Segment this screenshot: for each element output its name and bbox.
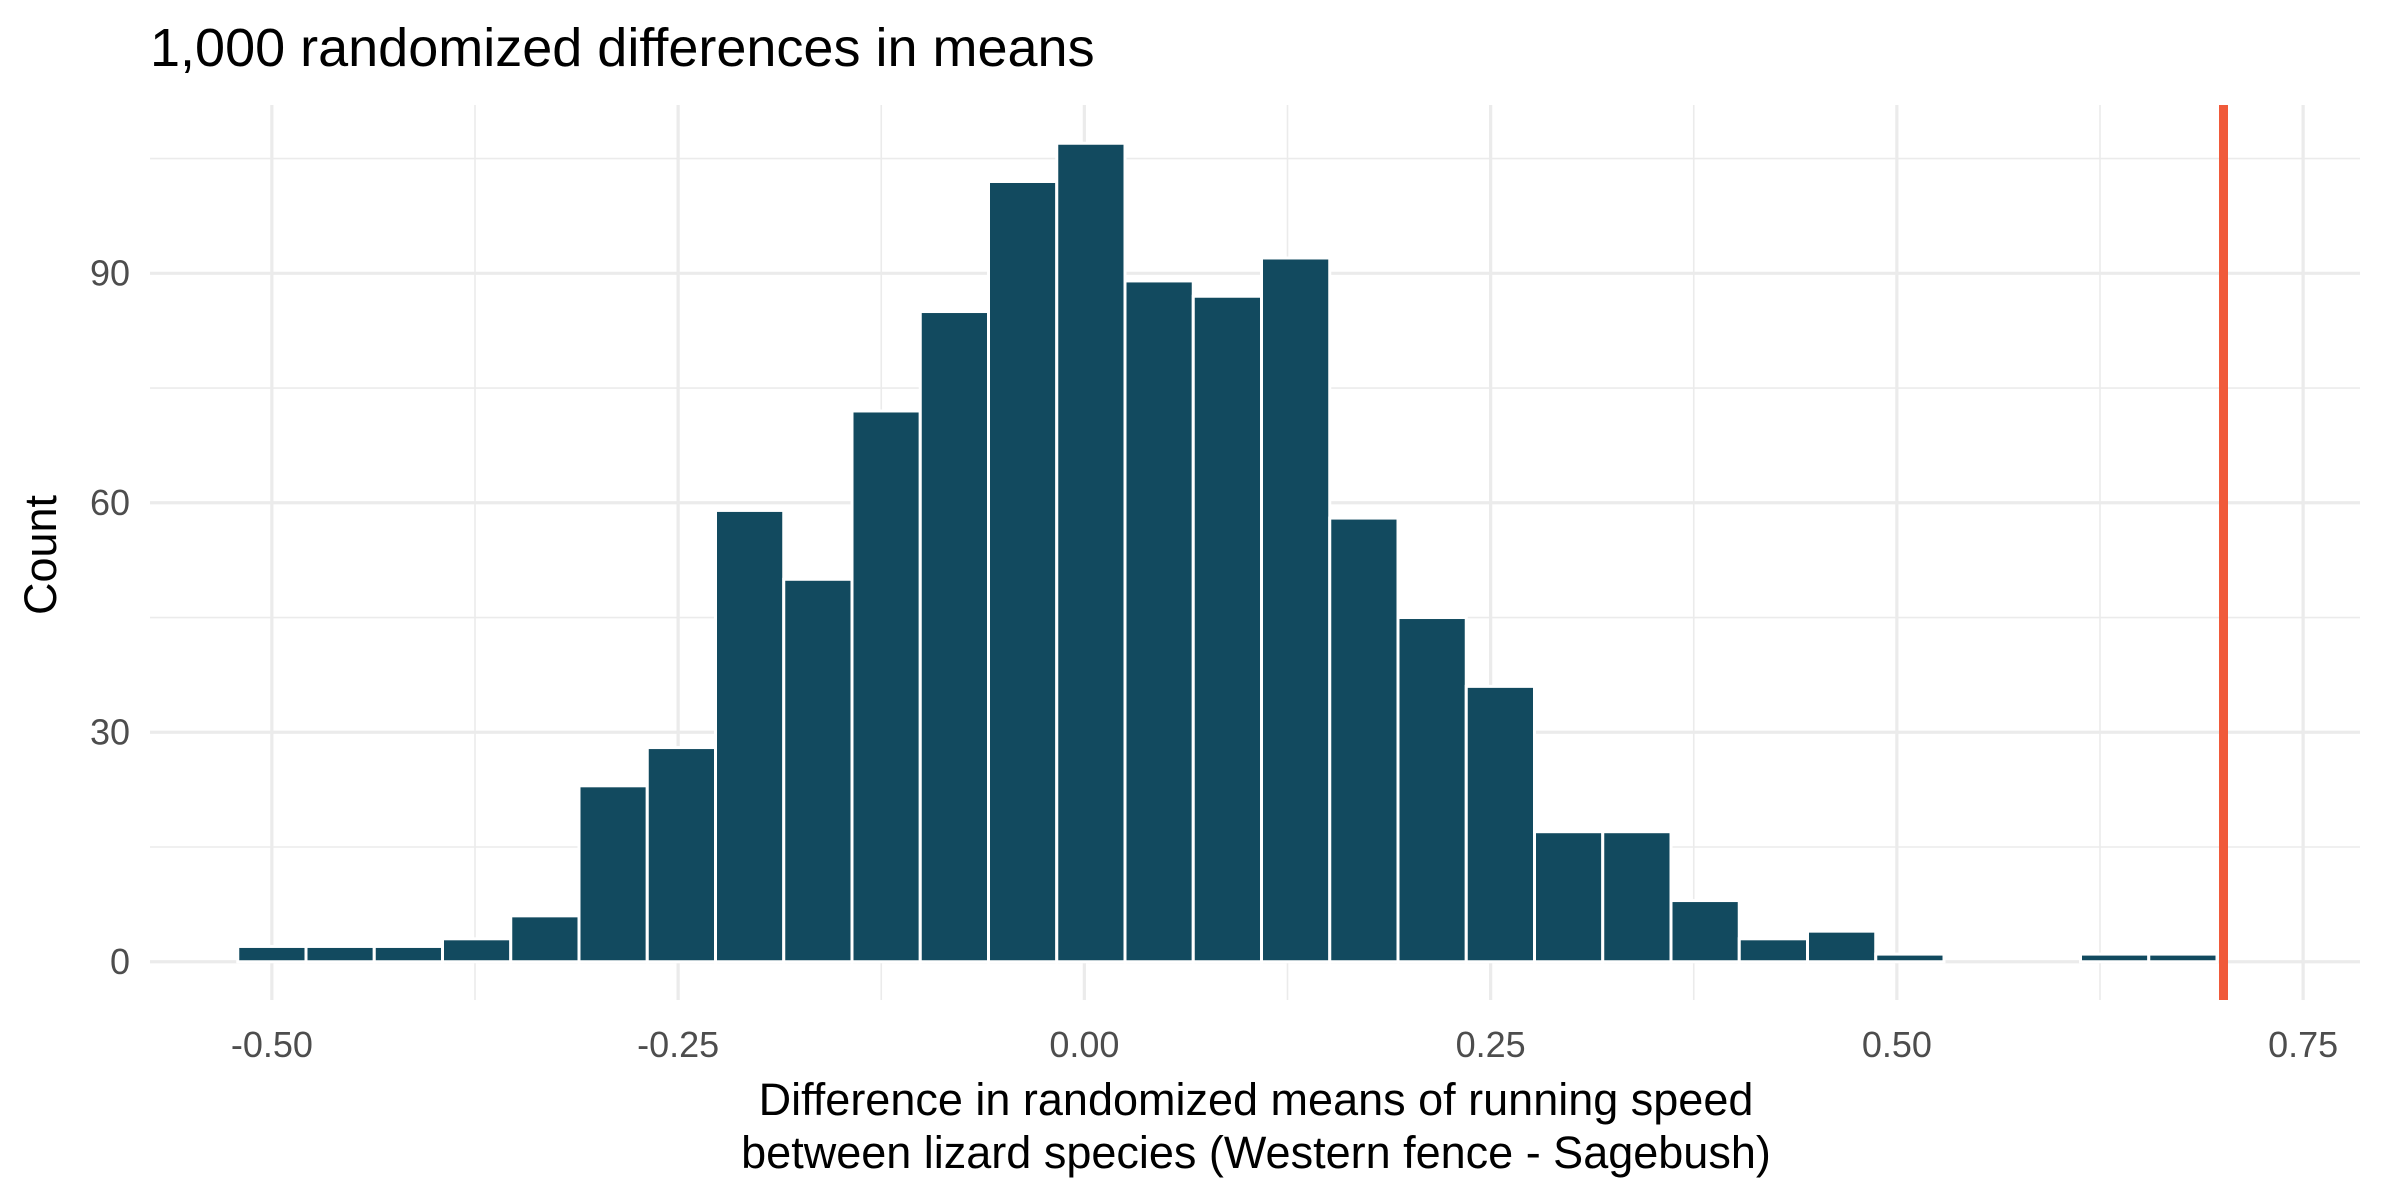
histogram-bar [1737, 937, 1809, 964]
histogram-bar [441, 937, 513, 964]
chart-title: 1,000 randomized differences in means [150, 18, 1095, 78]
histogram-bar [1396, 616, 1468, 964]
y-tick-label: 0 [110, 941, 130, 982]
y-axis-title: Count [15, 494, 66, 615]
histogram-bar [304, 944, 376, 964]
histogram-bar [372, 944, 444, 964]
histogram-bar [1123, 279, 1195, 964]
histogram-bar [509, 914, 581, 964]
histogram-bar [1055, 141, 1127, 964]
histogram-bar [2079, 952, 2151, 964]
histogram-bar [577, 784, 649, 964]
histogram-bar [1806, 929, 1878, 964]
tick-labels-layer: -0.50 -0.25 0.00 0.25 0.50 0.75 0 30 60 90 [90, 252, 2338, 1065]
histogram-bar [1328, 516, 1400, 964]
histogram-bar [1464, 684, 1536, 964]
histogram-bar [918, 310, 990, 964]
histogram-bar [850, 409, 922, 964]
x-tick-label: -0.50 [231, 1024, 313, 1065]
x-tick-label: 0.25 [1456, 1024, 1526, 1065]
histogram-bar [1874, 952, 1946, 964]
y-tick-label: 90 [90, 252, 130, 293]
histogram-bar [1191, 294, 1263, 964]
histogram-bar [714, 508, 786, 964]
histogram-bar [1260, 256, 1332, 964]
histogram-bar [2147, 952, 2219, 964]
histogram-bar [645, 746, 717, 964]
histogram-bar [1601, 830, 1673, 964]
x-axis-title-line-1: Difference in randomized means of runnin… [759, 1074, 1754, 1125]
x-tick-label: 0.75 [2268, 1024, 2338, 1065]
bars-layer [236, 141, 2219, 964]
y-tick-label: 30 [90, 711, 130, 752]
grid-layer [150, 105, 2360, 1000]
x-tick-label: -0.25 [637, 1024, 719, 1065]
histogram-bar [782, 577, 854, 964]
x-tick-label: 0.50 [1862, 1024, 1932, 1065]
y-tick-label: 60 [90, 482, 130, 523]
histogram-bar [1669, 899, 1741, 964]
histogram-bar [1533, 830, 1605, 964]
histogram-bar [236, 944, 308, 964]
histogram-bar [987, 179, 1059, 964]
x-tick-label: 0.00 [1049, 1024, 1119, 1065]
x-axis-title-line-2: between lizard species (Western fence - … [741, 1127, 1771, 1178]
